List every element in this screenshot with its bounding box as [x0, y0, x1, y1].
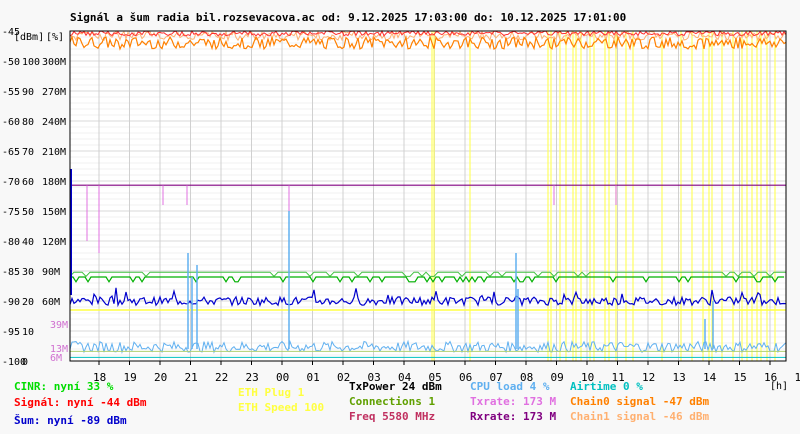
y-tick-rate: 300M — [42, 57, 66, 68]
legend-freq: Freq 5580 MHz — [349, 410, 435, 424]
x-tick-label: 19 — [124, 371, 137, 384]
y-tick-dbm: -95 — [2, 327, 20, 338]
y-tick-pct: 20 — [22, 297, 34, 308]
x-tick-label: 23 — [246, 371, 259, 384]
legend-airtime: Airtime 0 % — [570, 380, 643, 394]
legend-txpower: TxPower 24 dBm — [349, 380, 442, 394]
y-tick-dbm: -85 — [2, 267, 20, 278]
x-tick-label: 13 — [673, 371, 686, 384]
x-tick-label: 12 — [642, 371, 655, 384]
legend-chain1: Chain1 signal -46 dBm — [570, 410, 709, 424]
legend-connections: Connections 1 — [349, 395, 435, 409]
y-tick-pct: 80 — [22, 117, 34, 128]
y-tick-rate: 90M — [42, 267, 60, 278]
rate-label: 39M — [50, 320, 68, 331]
y-tick-dbm: -80 — [2, 237, 20, 248]
x-tick-label: 21 — [185, 371, 198, 384]
y-tick-dbm: -65 — [2, 147, 20, 158]
y-tick-rate: 120M — [42, 237, 66, 248]
y-tick-rate: 270M — [42, 87, 66, 98]
y-tick-rate: 210M — [42, 147, 66, 158]
y-tick-pct: 40 — [22, 237, 34, 248]
y-axis-label-dbm: [dBm] — [14, 32, 44, 43]
y-tick-pct: 60 — [22, 177, 34, 188]
y-tick-dbm: -90 — [2, 297, 20, 308]
y-tick-pct: 70 — [22, 147, 34, 158]
y-tick-dbm: -50 — [2, 57, 20, 68]
legend-eth-plug: ETH Plug 1 — [238, 386, 304, 400]
legend-rxrate: Rxrate: 173 M — [470, 410, 556, 424]
y-tick-rate: 180M — [42, 177, 66, 188]
y-tick-pct: 100 — [22, 57, 40, 68]
legend-cpu: CPU load 4 % — [470, 380, 549, 394]
rate-label: 6M — [50, 353, 62, 364]
y-tick-rate: 60M — [42, 297, 60, 308]
chart-title: Signál a šum radia bil.rozsevacova.ac od… — [70, 11, 626, 24]
y-tick-rate: 240M — [42, 117, 66, 128]
legend-cinr: CINR: nyní 33 % — [14, 380, 113, 394]
y-tick-dbm: -70 — [2, 177, 20, 188]
legend-eth-speed: ETH Speed 100 — [238, 401, 324, 415]
legend-signal: Signál: nyní -44 dBm — [14, 396, 146, 410]
y-tick-dbm: -60 — [2, 117, 20, 128]
y-axis-label-pct: [%] — [46, 32, 64, 43]
legend-chain0: Chain0 signal -47 dBm — [570, 395, 709, 409]
x-tick-label: 14 — [703, 371, 717, 384]
y-tick-pct: 30 — [22, 267, 34, 278]
x-tick-label: 09 — [551, 371, 564, 384]
y-tick-dbm: -75 — [2, 207, 20, 218]
x-tick-label: 00 — [276, 371, 289, 384]
y-tick-pct: 10 — [22, 327, 34, 338]
legend-txrate: Txrate: 173 M — [470, 395, 556, 409]
legend-noise: Šum: nyní -89 dBm — [14, 414, 127, 428]
y-tick-rate: 150M — [42, 207, 66, 218]
x-axis-label: [h] — [770, 381, 788, 392]
y-tick-pct: 90 — [22, 87, 34, 98]
y-tick-pct: 0 — [22, 357, 28, 368]
x-tick-label: 20 — [154, 371, 167, 384]
x-tick-label: 15 — [734, 371, 747, 384]
x-tick-label: 22 — [215, 371, 228, 384]
y-tick-pct: 50 — [22, 207, 34, 218]
x-tick-label: 17 — [795, 371, 800, 384]
y-tick-dbm: -55 — [2, 87, 20, 98]
x-tick-label: 01 — [307, 371, 320, 384]
